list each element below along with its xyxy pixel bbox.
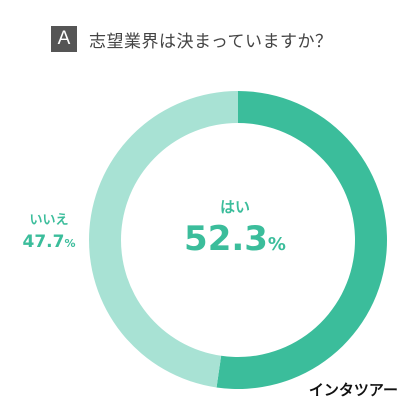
label-yes-value-wrap: 52.3% bbox=[150, 219, 320, 260]
label-no-value: 47.7 bbox=[22, 232, 65, 252]
question-badge: A bbox=[51, 26, 77, 52]
label-yes-category: はい bbox=[219, 198, 250, 216]
label-no-unit: % bbox=[64, 237, 76, 250]
label-yes-value: 52.3 bbox=[184, 219, 268, 259]
label-yes: はい 52.3% bbox=[150, 196, 320, 260]
label-no: いいえ 47.7% bbox=[14, 209, 84, 252]
label-no-value-wrap: 47.7% bbox=[14, 232, 84, 252]
donut-slice-no bbox=[89, 91, 238, 388]
question-title: 志望業界は決まっていますか？ bbox=[89, 31, 333, 52]
brand-logo: インタツアー bbox=[308, 381, 398, 399]
label-yes-unit: % bbox=[267, 234, 286, 255]
donut-slice-yes bbox=[216, 91, 387, 389]
label-no-category: いいえ bbox=[29, 213, 69, 228]
chart-header: A 志望業界は決まっていますか？ bbox=[51, 26, 332, 52]
